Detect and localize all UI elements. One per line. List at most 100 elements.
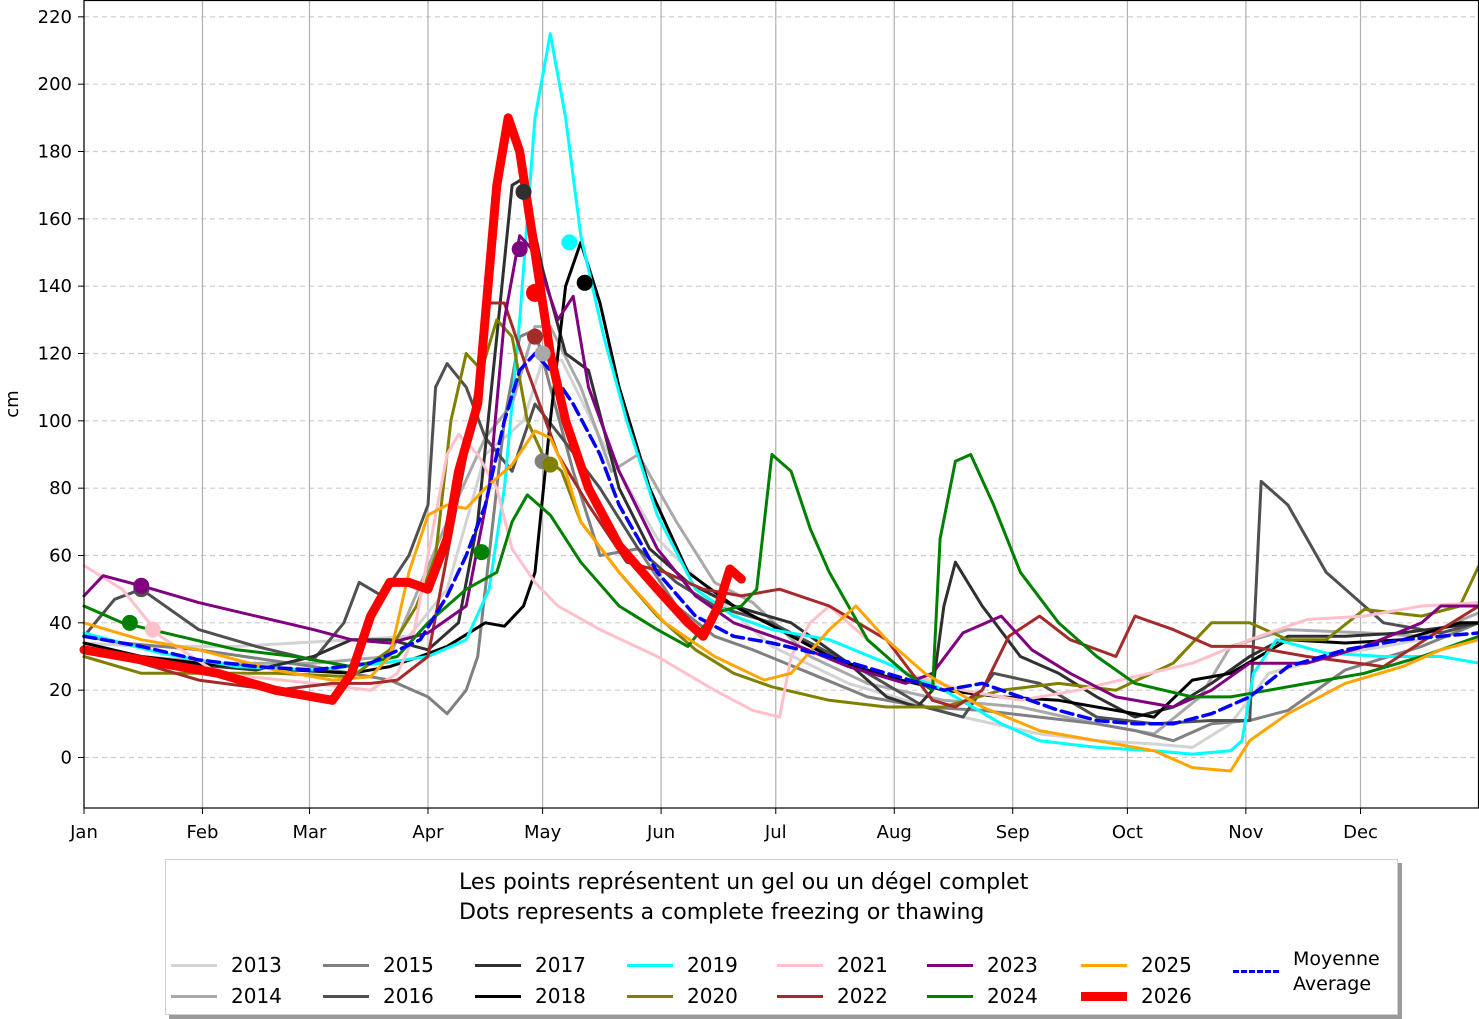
legend: Les points représentent un gel ou un dég…	[165, 859, 1398, 1015]
series-line-2019	[82, 32, 1479, 756]
event-dot-2023	[511, 241, 528, 258]
legend-swatch	[1081, 991, 1127, 1001]
y-tick-label: 20	[49, 680, 72, 701]
series-lines	[79, 32, 1479, 773]
series-line-2015	[82, 328, 1479, 743]
legend-label: 2019	[687, 953, 738, 977]
legend-label: 2025	[1141, 953, 1192, 977]
axis-ticks: 0 20 40 60 80 100 120 140 160 180 200 220 Jan Feb Mar A…	[38, 7, 1378, 843]
event-dot-2017	[515, 183, 532, 200]
legend-label: 2017	[535, 953, 586, 977]
series-line-2025	[82, 429, 1479, 773]
legend-item-2026: 2026	[1081, 981, 1192, 1011]
legend-item-2022: 2022	[777, 981, 888, 1011]
series-line-2021	[82, 432, 1479, 719]
y-tick-label: 180	[38, 142, 72, 163]
legend-title-line-fr: Les points représentent un gel ou un dég…	[459, 870, 1029, 895]
y-tick-label: 0	[61, 748, 72, 769]
legend-item-2017: 2017	[475, 950, 586, 980]
legend-item-moyenne: Moyenne Average	[1233, 947, 1380, 997]
event-dot-2026	[525, 283, 544, 302]
legend-label: 2014	[231, 984, 282, 1008]
legend-swatch	[1233, 970, 1279, 973]
y-axis-label: cm	[2, 390, 23, 417]
series-line-moyenne	[82, 351, 1479, 726]
event-dot-2022	[526, 328, 543, 345]
legend-label: 2026	[1141, 984, 1192, 1008]
event-dot-2024	[473, 544, 490, 561]
legend-label: 2021	[837, 953, 888, 977]
legend-item-2018: 2018	[475, 981, 586, 1011]
legend-label: 2023	[987, 953, 1038, 977]
x-tick-label: Dec	[1343, 822, 1378, 843]
legend-swatch	[777, 963, 823, 967]
legend-item-2020: 2020	[627, 981, 738, 1011]
legend-label: 2015	[383, 953, 434, 977]
legend-label: 2018	[535, 984, 586, 1008]
legend-swatch	[927, 994, 973, 998]
legend-swatch	[627, 963, 673, 967]
legend-swatch	[323, 994, 369, 998]
legend-item-2024: 2024	[927, 981, 1038, 1011]
y-tick-label: 80	[49, 478, 72, 499]
x-tick-label: Apr	[412, 822, 444, 843]
event-dot-2020	[542, 456, 559, 473]
legend-swatch	[1081, 963, 1127, 967]
x-tick-label: Oct	[1112, 822, 1143, 843]
x-tick-label: Mar	[293, 822, 328, 843]
legend-swatch	[171, 963, 217, 967]
legend-item-2025: 2025	[1081, 950, 1192, 980]
legend-swatch	[927, 963, 973, 967]
legend-item-2015: 2015	[323, 950, 434, 980]
legend-title-line-en: Dots represents a complete freezing or t…	[459, 900, 985, 925]
x-tick-label: May	[524, 822, 562, 843]
legend-swatch	[475, 994, 521, 998]
x-tick-label: Jul	[764, 822, 787, 843]
legend-item-2019: 2019	[627, 950, 738, 980]
event-dot-2014	[534, 345, 551, 362]
legend-label: 2022	[837, 984, 888, 1008]
event-dot-2021	[144, 621, 161, 638]
event-dot-2018	[576, 274, 593, 291]
series-line-2026	[79, 113, 746, 705]
legend-swatch	[323, 963, 369, 967]
series-line-2024	[82, 453, 1479, 699]
x-tick-label: Nov	[1228, 822, 1263, 843]
legend-item-2023: 2023	[927, 950, 1038, 980]
legend-item-2013: 2013	[171, 950, 282, 980]
series-line-2016	[82, 362, 1479, 726]
legend-swatch	[627, 994, 673, 998]
x-tick-label: Jan	[69, 822, 98, 843]
y-tick-label: 120	[38, 344, 72, 365]
grid-lines	[83, 0, 1479, 808]
x-tick-label: Jun	[646, 822, 675, 843]
legend-item-2021: 2021	[777, 950, 888, 980]
legend-label: 2016	[383, 984, 434, 1008]
y-tick-label: 60	[49, 546, 72, 567]
legend-label: 2024	[987, 984, 1038, 1008]
x-tick-label: Aug	[877, 822, 912, 843]
y-tick-label: 140	[38, 276, 72, 297]
y-tick-label: 160	[38, 209, 72, 230]
event-dot-2024	[121, 614, 138, 631]
legend-title: Les points représentent un gel ou un dég…	[166, 868, 1397, 928]
y-tick-label: 200	[38, 74, 72, 95]
series-line-2022	[82, 301, 1479, 709]
legend-item-2014: 2014	[171, 981, 282, 1011]
legend-item-2016: 2016	[323, 981, 434, 1011]
y-tick-label: 220	[38, 7, 72, 28]
y-tick-label: 40	[49, 613, 72, 634]
legend-label: 2013	[231, 953, 282, 977]
legend-swatch	[475, 963, 521, 967]
event-dot-2019	[561, 234, 578, 251]
x-tick-label: Feb	[187, 822, 219, 843]
legend-label: Moyenne Average	[1293, 947, 1380, 995]
event-dot-2023	[133, 577, 150, 594]
x-tick-label: Sep	[996, 822, 1030, 843]
legend-label: 2020	[687, 984, 738, 1008]
y-tick-label: 100	[38, 411, 72, 432]
legend-swatch	[171, 994, 217, 998]
series-dots	[121, 183, 593, 638]
legend-swatch	[777, 994, 823, 998]
